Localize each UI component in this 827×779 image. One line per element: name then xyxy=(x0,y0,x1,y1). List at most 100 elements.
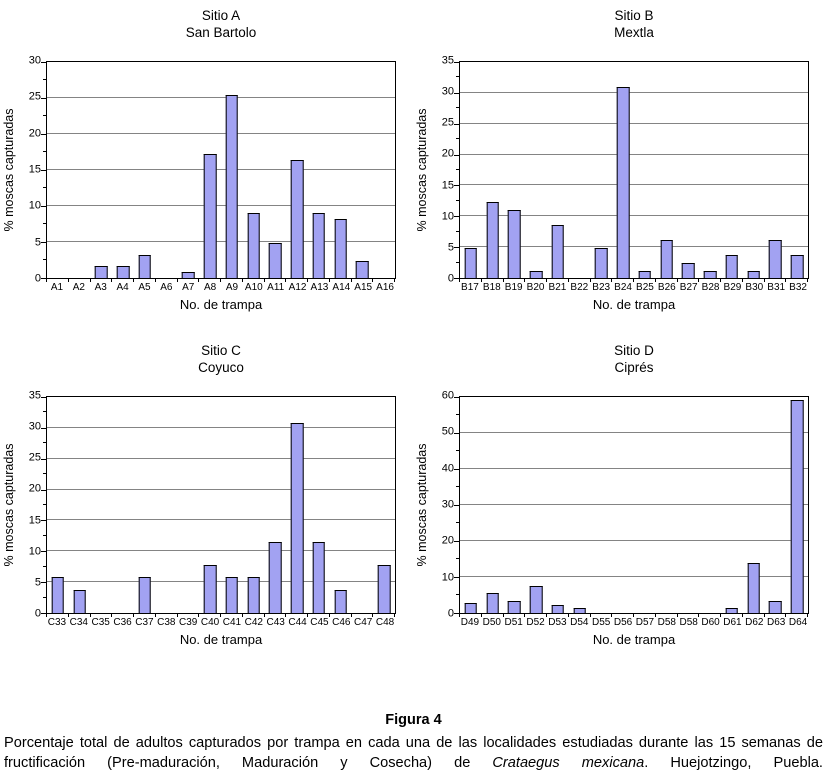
x-axis-tick-labels: A1 A2 A3 A4 A5 A6 A7 A8 A9 A10 A11 A12 A13 A14 A15 A16 xyxy=(46,282,396,294)
x-tick-label: A6 xyxy=(160,282,173,293)
y-major-tick xyxy=(454,154,460,156)
bar-D64 xyxy=(790,399,804,613)
y-tick-label: 20 xyxy=(441,534,454,547)
x-tick-label: B27 xyxy=(679,282,698,293)
x-tick xyxy=(89,613,91,617)
chart-sitio-b: Sitio B Mextla % moscas capturadas 0 5 10 1… xyxy=(413,0,827,335)
bar-B19 xyxy=(508,209,521,278)
x-tick xyxy=(67,278,69,282)
chart-title: Sitio C xyxy=(201,343,241,358)
gridline xyxy=(47,169,395,170)
x-tick-label: A5 xyxy=(138,282,151,293)
bar-B27 xyxy=(682,262,695,278)
bar-C37 xyxy=(138,577,152,613)
y-tick-label: 35 xyxy=(28,389,41,402)
x-tick xyxy=(328,613,330,617)
x-tick xyxy=(698,613,700,617)
gridline xyxy=(460,153,808,155)
y-tick-label: 35 xyxy=(441,54,454,67)
bar-B24 xyxy=(616,87,630,278)
y-axis-title-text: % moscas capturadas xyxy=(2,443,16,567)
x-axis-title: No. de trampa xyxy=(592,297,676,312)
figure-caption: Figura 4 Porcentaje total de adultos cap… xyxy=(0,712,827,773)
y-axis-title: % moscas capturadas xyxy=(0,396,18,614)
figure-caption-text: Porcentaje total de adultos capturados p… xyxy=(0,733,827,773)
figure-charts-grid: Sitio A San Bartolo % moscas capturadas … xyxy=(0,0,827,647)
x-tick-label: B26 xyxy=(657,282,676,293)
x-tick-label: D61 xyxy=(723,617,742,628)
bar-A12 xyxy=(290,159,304,278)
y-minor-tick xyxy=(456,450,460,451)
gridline xyxy=(460,468,808,470)
y-tick-label: 30 xyxy=(441,498,454,511)
chart-head: Sitio B Mextla xyxy=(459,7,809,41)
chart-head: Sitio A San Bartolo xyxy=(46,7,396,41)
x-tick-label: B24 xyxy=(614,282,632,293)
y-minor-tick xyxy=(456,230,460,232)
plot-area xyxy=(454,396,809,617)
chart-title: Sitio D xyxy=(614,343,654,358)
bar-C40 xyxy=(203,565,217,613)
x-tick-label: A8 xyxy=(203,282,217,293)
x-tick-label: D52 xyxy=(526,617,545,628)
y-tick-label: 15 xyxy=(441,179,454,192)
x-axis-title: No. de trampa xyxy=(179,632,263,647)
y-major-tick xyxy=(41,242,47,244)
bar-A5 xyxy=(138,254,152,278)
x-tick xyxy=(654,613,656,617)
x-tick-label: A9 xyxy=(225,282,239,293)
x-tick-label: A11 xyxy=(267,282,285,293)
x-tick xyxy=(111,278,113,282)
bar-B20 xyxy=(529,270,543,278)
x-axis-labels-row: A1 A2 A3 A4 A5 A6 A7 A8 A9 A10 A11 A12 A13 A14 A15 A16 xyxy=(0,282,413,294)
bar-A14 xyxy=(334,218,347,278)
x-tick xyxy=(394,278,395,282)
x-tick xyxy=(220,613,221,617)
x-tick xyxy=(350,278,352,282)
x-tick-label: A2 xyxy=(72,282,85,293)
bar-C41 xyxy=(225,577,239,613)
y-major-tick xyxy=(454,247,460,249)
bar-D62 xyxy=(747,562,760,613)
x-tick xyxy=(176,278,178,282)
y-minor-tick xyxy=(43,223,47,224)
x-tick xyxy=(676,278,678,282)
x-tick xyxy=(46,278,47,282)
x-tick xyxy=(589,613,591,617)
bar-A7 xyxy=(182,272,195,278)
x-tick xyxy=(611,278,613,282)
bar-C34 xyxy=(73,589,86,613)
x-tick xyxy=(502,613,504,617)
bar-C44 xyxy=(290,422,304,613)
y-tick-label: 5 xyxy=(447,241,454,254)
gridline xyxy=(47,133,395,135)
y-minor-tick xyxy=(456,414,460,415)
x-tick-label: D64 xyxy=(788,617,808,628)
x-tick-label: A13 xyxy=(310,282,329,293)
x-tick-label: D55 xyxy=(592,617,611,628)
x-axis-title: No. de trampa xyxy=(179,297,263,312)
bar-D63 xyxy=(769,600,782,613)
y-major-tick xyxy=(454,433,460,434)
chart-subtitle: Mextla xyxy=(614,25,654,40)
chart-title: Sitio A xyxy=(201,8,241,23)
gridline xyxy=(47,205,395,207)
x-tick xyxy=(567,278,569,282)
y-major-tick xyxy=(41,397,47,398)
x-axis-title: No. de trampa xyxy=(592,632,676,647)
x-tick-label: B22 xyxy=(570,282,589,293)
x-tick-label: C48 xyxy=(375,617,395,628)
gridline xyxy=(460,246,808,248)
y-axis-tick-labels: 0 5 10 15 20 25 30 xyxy=(18,55,46,284)
bar-A10 xyxy=(247,213,260,278)
bar-A4 xyxy=(116,266,130,278)
x-tick xyxy=(524,613,526,617)
x-tick-label: D50 xyxy=(482,617,501,628)
x-tick-label: D51 xyxy=(504,617,523,628)
x-tick xyxy=(154,613,156,617)
y-tick-label: 30 xyxy=(28,54,41,67)
y-major-tick xyxy=(454,613,460,614)
y-tick-label: 10 xyxy=(28,199,41,212)
bar-B18 xyxy=(486,202,499,278)
y-major-tick xyxy=(454,185,460,187)
